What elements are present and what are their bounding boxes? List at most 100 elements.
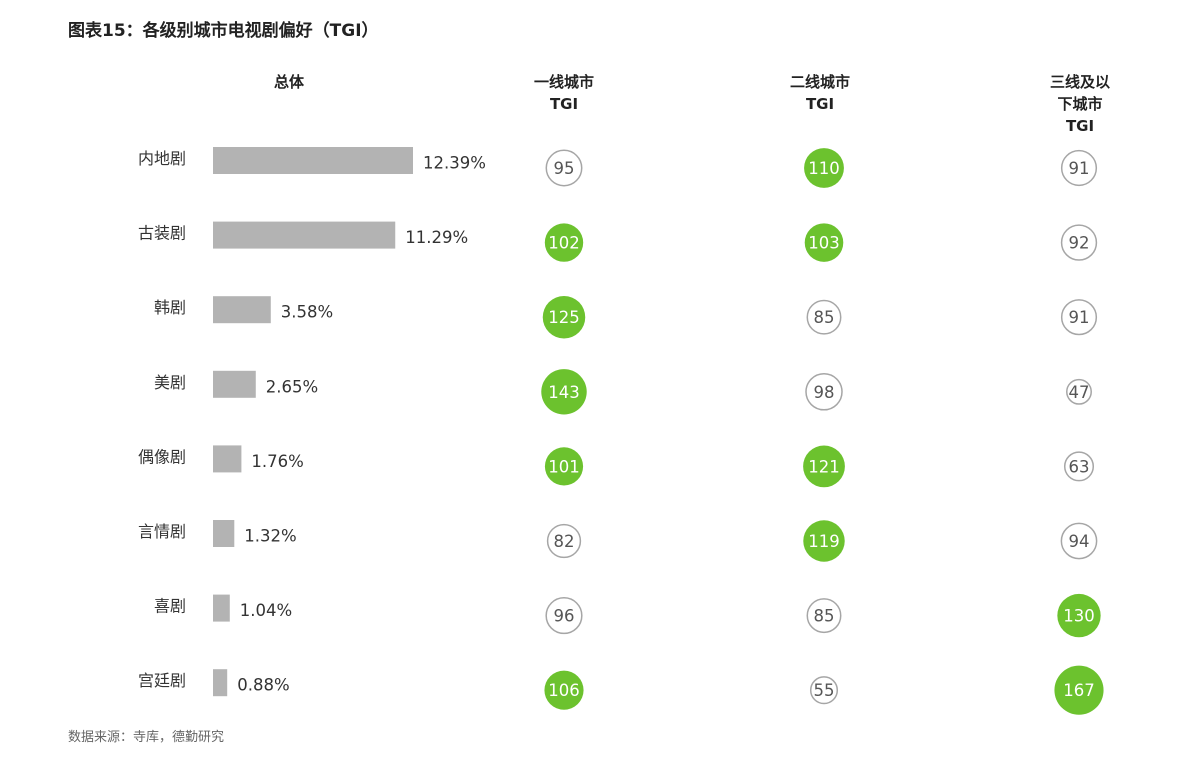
tgi-value-label: 85: [814, 308, 835, 327]
header-tier2-tgi: 二线城市 TGI: [789, 73, 850, 113]
tgi-value-label: 102: [548, 234, 580, 253]
tgi-value-label: 167: [1063, 681, 1095, 700]
tgi-marker: 94: [1060, 522, 1098, 560]
tgi-marker: 119: [803, 520, 845, 562]
category-label: 韩剧: [154, 298, 186, 317]
overall-value-label: 1.76%: [251, 452, 303, 471]
tgi-marker: 103: [804, 223, 844, 262]
tgi-marker: 125: [542, 295, 586, 339]
tgi-value-label: 94: [1069, 532, 1090, 551]
tgi-value-label: 47: [1069, 383, 1090, 402]
tgi-circle: [545, 149, 583, 187]
tgi-marker: 121: [803, 445, 845, 488]
category-label: 宫廷剧: [138, 671, 186, 690]
tgi-circle: [804, 148, 844, 188]
overall-bar: [213, 296, 271, 324]
category-label: 喜剧: [154, 597, 186, 616]
tgi-marker: 55: [809, 676, 839, 705]
tgi-marker: 106: [544, 670, 584, 710]
tgi-value-label: 101: [548, 457, 580, 476]
tgi-marker: 110: [804, 148, 844, 188]
tgi-circle: [1060, 522, 1098, 560]
tgi-circle: [545, 597, 583, 635]
tgi-circle: [1060, 299, 1098, 336]
tgi-value-label: 121: [808, 457, 840, 476]
tgi-marker: 85: [806, 598, 842, 634]
tgi-value-label: 91: [1069, 308, 1090, 327]
tgi-marker: 85: [806, 299, 842, 335]
overall-bar: [213, 221, 396, 249]
tgi-circle: [806, 299, 842, 335]
overall-value-label: 0.88%: [237, 676, 289, 695]
category-label: 言情剧: [138, 522, 186, 541]
tgi-marker: 82: [546, 523, 582, 559]
category-label: 美剧: [154, 373, 186, 392]
tgi-circle: [542, 295, 586, 339]
chart-title: 图表15：各级别城市电视剧偏好（TGI）: [68, 21, 379, 41]
header-tier3-tgi: 三线及以 下城市 TGI: [1049, 73, 1110, 135]
tgi-circle: [806, 598, 842, 634]
overall-bar: [213, 370, 256, 398]
tgi-value-label: 106: [548, 681, 580, 700]
source-note: 数据来源：寺库，德勤研究: [68, 730, 225, 745]
tgi-value-label: 85: [814, 607, 835, 626]
tgi-value-label: 119: [808, 532, 840, 551]
tgi-marker: 130: [1057, 593, 1101, 638]
tgi-marker: 101: [544, 447, 584, 486]
overall-bar: [213, 147, 413, 174]
tgi-value-label: 63: [1069, 457, 1090, 476]
tgi-marker: 91: [1060, 149, 1098, 187]
tgi-value-label: 92: [1069, 234, 1090, 253]
category-label: 古装剧: [138, 224, 186, 243]
tgi-circle: [803, 445, 845, 488]
tgi-circle: [1060, 149, 1098, 187]
tgi-value-label: 98: [814, 383, 835, 402]
tgi-value-label: 82: [554, 532, 575, 551]
tgi-marker: 98: [805, 373, 843, 411]
overall-bar: [213, 594, 230, 622]
overall-value-label: 1.04%: [240, 601, 292, 620]
tgi-marker: 63: [1063, 451, 1095, 482]
tgi-marker: 167: [1054, 665, 1104, 715]
tgi-value-label: 143: [548, 383, 580, 402]
tgi-marker: 92: [1060, 224, 1098, 261]
tgi-circle: [1054, 665, 1104, 715]
tgi-circle: [544, 447, 584, 486]
header-overall: 总体: [273, 73, 304, 91]
overall-bar: [213, 445, 242, 473]
tgi-circle: [544, 223, 584, 262]
category-label: 偶像剧: [138, 447, 186, 466]
tgi-marker: 96: [545, 597, 583, 635]
tgi-circle: [1066, 378, 1092, 405]
tgi-circle: [546, 523, 582, 559]
tgi-value-label: 110: [808, 159, 840, 178]
header-tier1-tgi: 一线城市 TGI: [533, 73, 594, 113]
overall-value-label: 3.58%: [281, 303, 333, 322]
tgi-circle: [809, 676, 839, 705]
tgi-circle: [1063, 451, 1095, 482]
tgi-circle: [1057, 593, 1101, 638]
tgi-circle: [804, 223, 844, 262]
overall-bar: [213, 520, 235, 547]
tgi-value-label: 91: [1069, 159, 1090, 178]
tgi-circle: [805, 373, 843, 411]
overall-value-label: 12.39%: [423, 154, 486, 173]
overall-value-label: 1.32%: [244, 527, 296, 546]
tgi-circle: [1060, 224, 1098, 261]
category-label: 内地剧: [138, 149, 186, 168]
tgi-circle: [803, 520, 845, 562]
tgi-marker: 95: [545, 149, 583, 187]
tgi-value-label: 103: [808, 234, 840, 253]
tgi-value-label: 125: [548, 308, 580, 327]
tgi-value-label: 95: [554, 159, 575, 178]
overall-value-label: 11.29%: [405, 228, 468, 247]
tgi-marker: 47: [1066, 378, 1092, 405]
tgi-marker: 143: [541, 369, 587, 415]
overall-value-label: 2.65%: [266, 377, 318, 396]
tgi-circle: [541, 369, 587, 415]
tgi-circle: [544, 670, 584, 710]
tgi-value-label: 96: [554, 607, 575, 626]
overall-bar: [213, 669, 228, 697]
tgi-value-label: 55: [814, 681, 835, 700]
